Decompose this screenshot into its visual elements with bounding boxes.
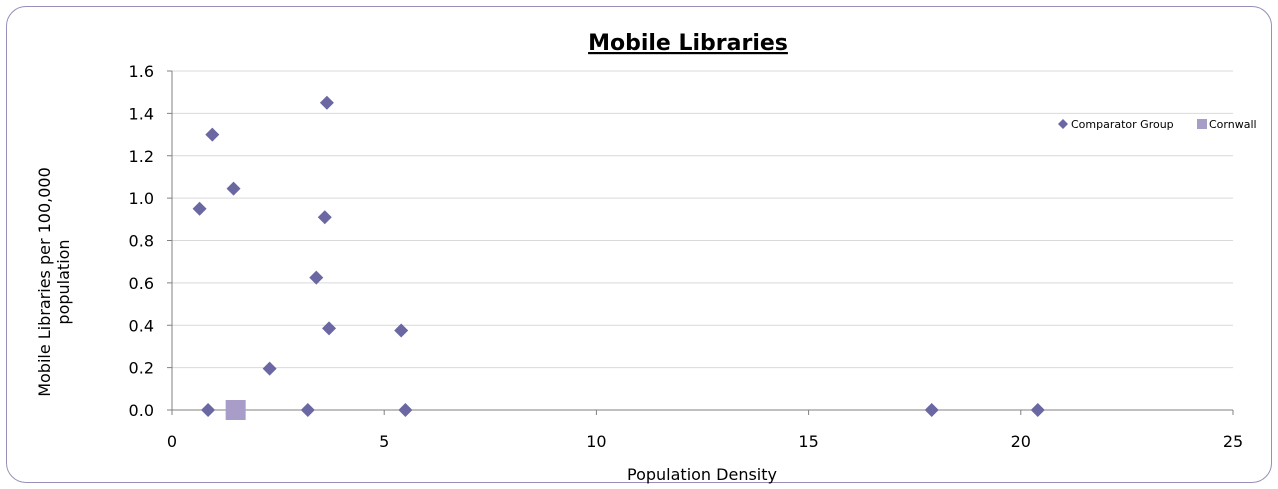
data-point-comparator-group (309, 270, 324, 285)
y-tick-label: 0.2 (129, 359, 154, 378)
data-point-comparator-group (317, 210, 332, 225)
data-point-comparator-group (300, 403, 315, 417)
y-tick-label: 1.0 (129, 189, 154, 208)
data-points (192, 95, 1045, 420)
data-point-comparator-group (205, 127, 220, 142)
x-axis-label: Population Density (627, 465, 777, 484)
y-tick-label: 1.2 (129, 147, 154, 166)
data-point-cornwall (225, 400, 246, 420)
legend: Comparator Group Cornwall (1058, 118, 1257, 131)
data-point-comparator-group (398, 403, 413, 417)
legend-marker-cornwall (1197, 119, 1207, 129)
x-tick-label: 10 (586, 432, 606, 451)
y-axis-label-line-2: population (54, 239, 73, 324)
y-tick-label: 0.8 (129, 232, 154, 251)
y-tick-label: 1.4 (129, 104, 154, 123)
gridlines (167, 70, 1234, 415)
y-axis-label: Mobile Libraries per 100,000 population (35, 167, 73, 397)
legend-marker-comparator-group (1058, 119, 1068, 129)
y-tick-labels: 0.0 0.2 0.4 0.6 0.8 1.0 1.2 1.4 1.6 (129, 62, 154, 420)
data-point-comparator-group (924, 403, 939, 417)
legend-label-cornwall: Cornwall (1209, 118, 1257, 131)
data-point-comparator-group (192, 201, 207, 216)
y-axis-label-line-1: Mobile Libraries per 100,000 (35, 167, 54, 397)
data-point-comparator-group (262, 361, 277, 376)
chart-frame (6, 6, 1272, 483)
data-point-comparator-group (319, 95, 334, 110)
x-tick-labels: 0 5 10 15 20 25 (167, 432, 1243, 451)
x-tick-label: 0 (167, 432, 177, 451)
data-point-comparator-group (1030, 403, 1045, 417)
x-tick-label: 5 (379, 432, 389, 451)
data-point-comparator-group (226, 181, 241, 196)
y-tick-label: 0.0 (129, 401, 154, 420)
y-tick-label: 0.6 (129, 274, 154, 293)
x-tick-label: 20 (1011, 432, 1031, 451)
data-point-comparator-group (201, 403, 216, 417)
y-tick-label: 1.6 (129, 62, 154, 81)
data-point-comparator-group (394, 323, 409, 338)
x-tick-label: 25 (1223, 432, 1243, 451)
data-point-comparator-group (322, 321, 337, 336)
axes (171, 71, 1233, 411)
chart-title: Mobile Libraries (588, 31, 788, 56)
y-tick-label: 0.4 (129, 316, 154, 335)
x-tick-label: 15 (798, 432, 818, 451)
legend-label-comparator-group: Comparator Group (1071, 118, 1174, 131)
